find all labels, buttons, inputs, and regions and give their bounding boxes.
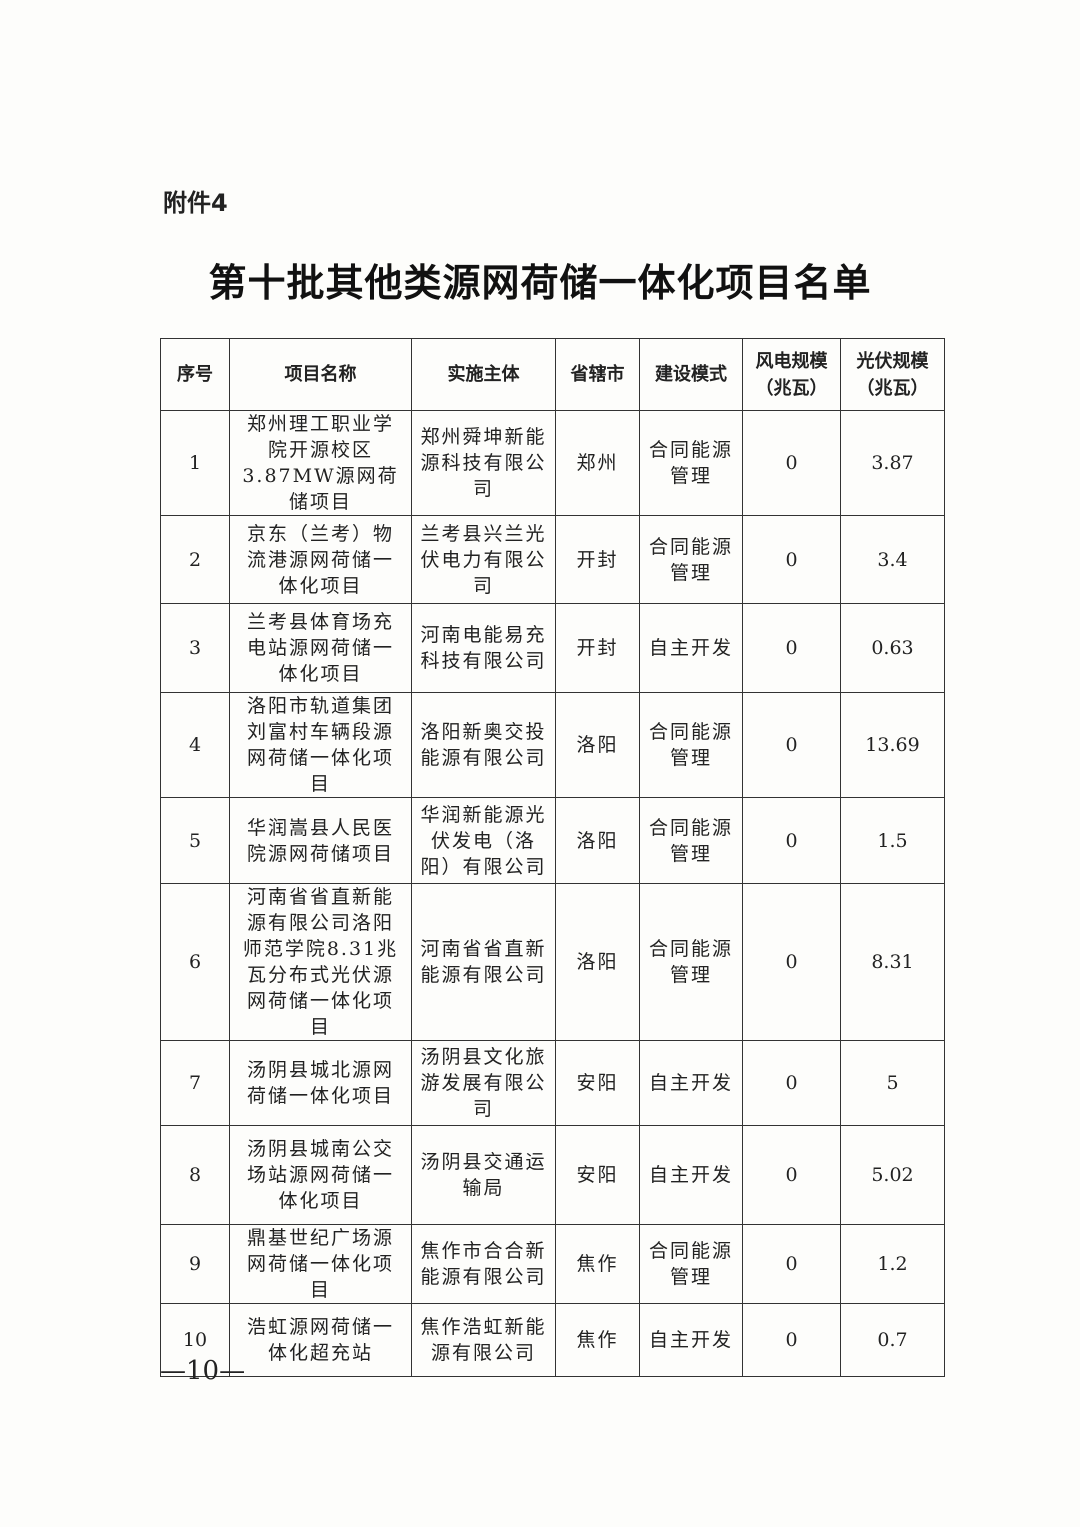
row-number-cell: 6: [160, 883, 230, 1041]
wind-capacity-cell: 0: [742, 883, 841, 1041]
row-number-cell: 3: [160, 603, 230, 693]
city-cell: 开封: [555, 515, 640, 604]
wind-capacity-cell: 0: [742, 1125, 841, 1225]
city-cell: 安阳: [555, 1040, 640, 1126]
row-number-cell: 5: [160, 797, 230, 884]
construction-mode-cell: 合同能源管理: [639, 1224, 743, 1304]
table-row: 6 河南省省直新能源有限公司洛阳师范学院8.31兆瓦分布式光伏源网荷储一体化项目河…: [160, 883, 945, 1041]
city-cell: 洛阳: [555, 883, 640, 1041]
city-cell: 安阳: [555, 1125, 640, 1225]
table-row: 9 鼎基世纪广场源网荷储一体化项目 焦作市合合新能源有限公司 焦作 合同能源管理 0 1.2: [160, 1224, 945, 1304]
construction-mode-cell: 自主开发: [639, 1125, 743, 1225]
row-number-cell: 9: [160, 1224, 230, 1304]
implementing-entity-cell: 洛阳新奥交投能源有限公司: [411, 692, 556, 798]
implementing-entity-cell: 兰考县兴兰光伏电力有限公司: [411, 515, 556, 604]
wind-capacity-cell: 0: [742, 410, 841, 516]
table-row: 8 汤阴县城南公交场站源网荷储一体化项目 汤阴县交通运输局 安阳 自主开发 0 5.02: [160, 1125, 945, 1225]
construction-mode-cell: 自主开发: [639, 1303, 743, 1377]
city-cell: 郑州: [555, 410, 640, 516]
header-entity: 实施主体: [411, 338, 556, 411]
construction-mode-cell: 合同能源管理: [639, 515, 743, 604]
project-name-cell: 浩虹源网荷储一体化超充站: [229, 1303, 412, 1377]
project-name-cell: 郑州理工职业学院开源校区3.87MW源网荷储项目: [229, 410, 412, 516]
project-name-cell: 兰考县体育场充电站源网荷储一体化项目: [229, 603, 412, 693]
project-name-cell: 华润嵩县人民医院源网荷储项目: [229, 797, 412, 884]
row-number-cell: 1: [160, 410, 230, 516]
construction-mode-cell: 合同能源管理: [639, 692, 743, 798]
city-cell: 开封: [555, 603, 640, 693]
project-name-cell: 洛阳市轨道集团刘富村车辆段源网荷储一体化项目: [229, 692, 412, 798]
wind-capacity-cell: 0: [742, 1040, 841, 1126]
construction-mode-cell: 合同能源管理: [639, 797, 743, 884]
construction-mode-cell: 自主开发: [639, 1040, 743, 1126]
header-name: 项目名称: [229, 338, 412, 411]
project-name-cell: 汤阴县城南公交场站源网荷储一体化项目: [229, 1125, 412, 1225]
document-title: 第十批其他类源网荷储一体化项目名单: [208, 261, 872, 305]
wind-capacity-cell: 0: [742, 1224, 841, 1304]
city-cell: 洛阳: [555, 797, 640, 884]
pv-capacity-cell: 5: [840, 1040, 945, 1126]
row-number-cell: 4: [160, 692, 230, 798]
project-name-cell: 河南省省直新能源有限公司洛阳师范学院8.31兆瓦分布式光伏源网荷储一体化项目: [229, 883, 412, 1041]
row-number-cell: 2: [160, 515, 230, 604]
pv-capacity-cell: 3.4: [840, 515, 945, 604]
implementing-entity-cell: 郑州舜坤新能源科技有限公司: [411, 410, 556, 516]
table-row: 5 华润嵩县人民医院源网荷储项目 华润新能源光伏发电（洛阳）有限公司 洛阳 合同能源管理…: [160, 797, 945, 884]
pv-capacity-cell: 1.5: [840, 797, 945, 884]
pv-capacity-cell: 3.87: [840, 410, 945, 516]
pv-capacity-cell: 8.31: [840, 883, 945, 1041]
pv-capacity-cell: 0.7: [840, 1303, 945, 1377]
header-city: 省辖市: [555, 338, 640, 411]
implementing-entity-cell: 焦作市合合新能源有限公司: [411, 1224, 556, 1304]
pv-capacity-cell: 0.63: [840, 603, 945, 693]
pv-capacity-cell: 5.02: [840, 1125, 945, 1225]
table-row: 2 京东（兰考）物流港源网荷储一体化项目 兰考县兴兰光伏电力有限公司 开封 合同能源管理…: [160, 515, 945, 604]
construction-mode-cell: 合同能源管理: [639, 883, 743, 1041]
city-cell: 洛阳: [555, 692, 640, 798]
city-cell: 焦作: [555, 1224, 640, 1304]
implementing-entity-cell: 汤阴县交通运输局: [411, 1125, 556, 1225]
row-number-cell: 7: [160, 1040, 230, 1126]
table-row: 1 郑州理工职业学院开源校区3.87MW源网荷储项目 郑州舜坤新能源科技有限公司 郑州…: [160, 410, 945, 516]
project-name-cell: 汤阴县城北源网荷储一体化项目: [229, 1040, 412, 1126]
wind-capacity-cell: 0: [742, 797, 841, 884]
implementing-entity-cell: 河南电能易充科技有限公司: [411, 603, 556, 693]
city-cell: 焦作: [555, 1303, 640, 1377]
wind-capacity-cell: 0: [742, 1303, 841, 1377]
project-table: 序号 项目名称 实施主体 省辖市 建设模式 风电规模（兆瓦） 光伏规模（兆瓦） …: [160, 338, 945, 1377]
implementing-entity-cell: 华润新能源光伏发电（洛阳）有限公司: [411, 797, 556, 884]
wind-capacity-cell: 0: [742, 692, 841, 798]
construction-mode-cell: 自主开发: [639, 603, 743, 693]
page-number: —10—: [160, 1356, 246, 1386]
table-row: 3 兰考县体育场充电站源网荷储一体化项目 河南电能易充科技有限公司 开封 自主开发 0 0.…: [160, 603, 945, 693]
implementing-entity-cell: 河南省省直新能源有限公司: [411, 883, 556, 1041]
table-row: 7 汤阴县城北源网荷储一体化项目 汤阴县文化旅游发展有限公司 安阳 自主开发 0 5: [160, 1040, 945, 1126]
implementing-entity-cell: 汤阴县文化旅游发展有限公司: [411, 1040, 556, 1126]
attachment-label: 附件4: [163, 189, 228, 217]
wind-capacity-cell: 0: [742, 603, 841, 693]
header-wind: 风电规模（兆瓦）: [742, 338, 841, 411]
project-name-cell: 京东（兰考）物流港源网荷储一体化项目: [229, 515, 412, 604]
header-mode: 建设模式: [639, 338, 743, 411]
implementing-entity-cell: 焦作浩虹新能源有限公司: [411, 1303, 556, 1377]
header-pv: 光伏规模（兆瓦）: [840, 338, 945, 411]
table-row: 10 浩虹源网荷储一体化超充站 焦作浩虹新能源有限公司 焦作 自主开发 0 0.7: [160, 1303, 945, 1377]
row-number-cell: 10: [160, 1303, 230, 1377]
construction-mode-cell: 合同能源管理: [639, 410, 743, 516]
table-row: 4 洛阳市轨道集团刘富村车辆段源网荷储一体化项目 洛阳新奥交投能源有限公司 洛阳 合同能…: [160, 692, 945, 798]
pv-capacity-cell: 13.69: [840, 692, 945, 798]
wind-capacity-cell: 0: [742, 515, 841, 604]
header-row: 序号 项目名称 实施主体 省辖市 建设模式 风电规模（兆瓦） 光伏规模（兆瓦）: [160, 338, 945, 411]
pv-capacity-cell: 1.2: [840, 1224, 945, 1304]
project-name-cell: 鼎基世纪广场源网荷储一体化项目: [229, 1224, 412, 1304]
header-no: 序号: [160, 338, 230, 411]
row-number-cell: 8: [160, 1125, 230, 1225]
